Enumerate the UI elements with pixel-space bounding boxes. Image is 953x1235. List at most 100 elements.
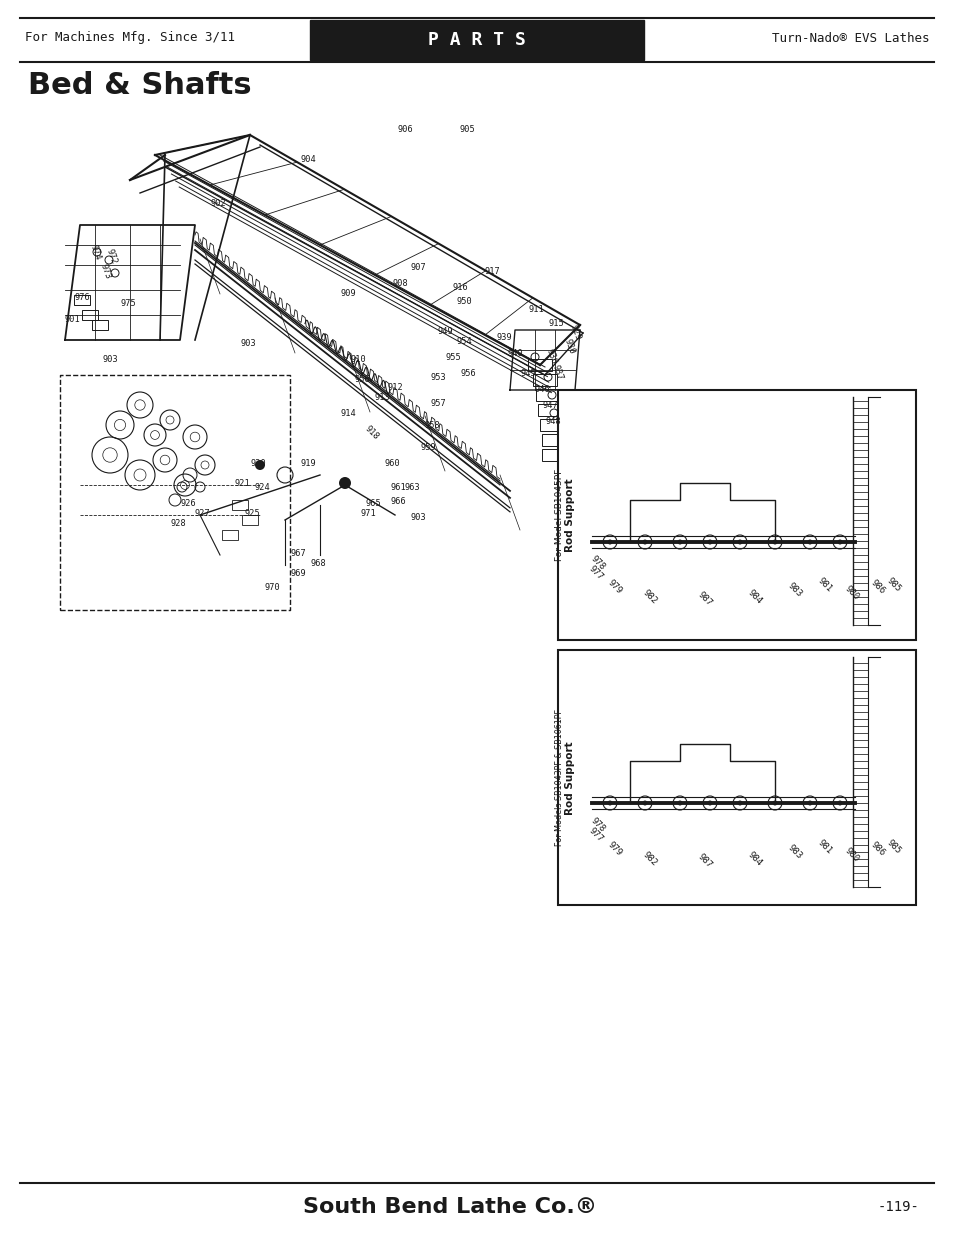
- Bar: [74, 295, 90, 305]
- Text: 917: 917: [483, 268, 499, 277]
- Circle shape: [607, 540, 612, 545]
- Text: 956: 956: [459, 368, 476, 378]
- Circle shape: [607, 800, 612, 805]
- Text: 913: 913: [374, 393, 390, 401]
- Bar: [232, 500, 248, 510]
- Circle shape: [772, 540, 777, 545]
- Text: 930: 930: [562, 338, 577, 356]
- Bar: [541, 433, 565, 446]
- Circle shape: [641, 800, 647, 805]
- Text: 970: 970: [264, 583, 279, 592]
- Text: South Bend Lathe Co.®: South Bend Lathe Co.®: [303, 1197, 597, 1216]
- Text: 981: 981: [815, 839, 833, 856]
- Text: 918: 918: [363, 425, 380, 442]
- Circle shape: [254, 459, 265, 471]
- Text: 929: 929: [569, 324, 582, 342]
- Circle shape: [837, 800, 841, 805]
- Text: 936: 936: [544, 348, 558, 366]
- Text: 903: 903: [240, 338, 255, 347]
- Text: 965: 965: [365, 499, 380, 508]
- Text: 937: 937: [551, 364, 564, 382]
- Text: 908: 908: [392, 279, 408, 288]
- Text: 925: 925: [244, 509, 259, 517]
- Text: Bed & Shafts: Bed & Shafts: [28, 70, 252, 100]
- Text: 976: 976: [74, 293, 90, 301]
- Text: Rod Support: Rod Support: [564, 478, 575, 552]
- Text: 912: 912: [387, 383, 402, 391]
- Text: 974: 974: [89, 245, 103, 262]
- Text: For Machines Mfg. Since 3/11: For Machines Mfg. Since 3/11: [25, 32, 234, 44]
- Bar: [558, 650, 915, 905]
- Bar: [533, 374, 557, 387]
- Text: 949: 949: [436, 327, 453, 336]
- Text: 927: 927: [193, 509, 210, 517]
- Bar: [222, 530, 237, 540]
- Text: 978: 978: [589, 555, 606, 572]
- Circle shape: [837, 540, 841, 545]
- Circle shape: [806, 540, 812, 545]
- Text: 946: 946: [534, 385, 549, 394]
- Text: 924: 924: [253, 483, 270, 492]
- Circle shape: [737, 540, 741, 545]
- Text: 905: 905: [458, 126, 475, 135]
- Text: 947: 947: [541, 400, 558, 410]
- Text: 926: 926: [180, 499, 195, 508]
- Text: 945: 945: [519, 368, 536, 378]
- Text: 919: 919: [300, 458, 315, 468]
- Text: 982: 982: [640, 850, 659, 868]
- Text: 916: 916: [452, 283, 467, 291]
- Text: 978: 978: [589, 816, 606, 834]
- Text: 979: 979: [605, 578, 623, 595]
- Text: 983: 983: [785, 844, 803, 861]
- Text: 979: 979: [605, 840, 623, 858]
- Text: For Models SB1043PF & SB1061PF: For Models SB1043PF & SB1061PF: [555, 709, 564, 846]
- Text: 940: 940: [507, 348, 522, 357]
- Text: 903: 903: [410, 514, 425, 522]
- Text: 983: 983: [785, 582, 803, 599]
- Text: Rod Support: Rod Support: [564, 741, 575, 815]
- Circle shape: [677, 800, 681, 805]
- Text: 985: 985: [884, 576, 902, 594]
- Text: 920: 920: [250, 458, 266, 468]
- Bar: [539, 419, 563, 431]
- Text: 911: 911: [528, 305, 543, 315]
- Text: 955: 955: [445, 352, 460, 362]
- Text: 909: 909: [340, 289, 355, 298]
- Circle shape: [772, 800, 777, 805]
- Text: -119-: -119-: [877, 1200, 919, 1214]
- Bar: [536, 389, 559, 401]
- Text: 953: 953: [430, 373, 445, 382]
- Bar: [82, 310, 98, 320]
- Text: 967: 967: [290, 548, 306, 557]
- Text: 968: 968: [310, 558, 326, 568]
- Text: 956: 956: [354, 375, 370, 384]
- Circle shape: [806, 800, 812, 805]
- Text: 957: 957: [430, 399, 445, 408]
- Circle shape: [737, 800, 741, 805]
- Text: 975: 975: [120, 299, 135, 308]
- Text: 948: 948: [544, 416, 560, 426]
- Text: 928: 928: [170, 519, 186, 527]
- Text: 982: 982: [640, 588, 659, 606]
- Circle shape: [338, 477, 351, 489]
- Text: 980: 980: [842, 846, 860, 864]
- Text: 910: 910: [350, 356, 366, 364]
- Text: 984: 984: [745, 588, 763, 606]
- Text: P A R T S: P A R T S: [428, 31, 525, 49]
- Circle shape: [677, 540, 681, 545]
- Circle shape: [707, 540, 712, 545]
- Text: 969: 969: [290, 568, 306, 578]
- Text: 914: 914: [340, 409, 355, 417]
- Bar: [541, 450, 565, 461]
- Text: 985: 985: [884, 839, 902, 856]
- Text: 981: 981: [815, 576, 833, 594]
- Text: 950: 950: [456, 298, 472, 306]
- Bar: [91, 320, 108, 330]
- Text: 977: 977: [586, 564, 604, 582]
- Text: 921: 921: [233, 478, 250, 488]
- Text: 901: 901: [64, 315, 80, 325]
- Text: 987: 987: [696, 852, 713, 869]
- Text: 960: 960: [384, 458, 399, 468]
- Bar: [558, 390, 915, 640]
- Text: 902: 902: [210, 199, 226, 207]
